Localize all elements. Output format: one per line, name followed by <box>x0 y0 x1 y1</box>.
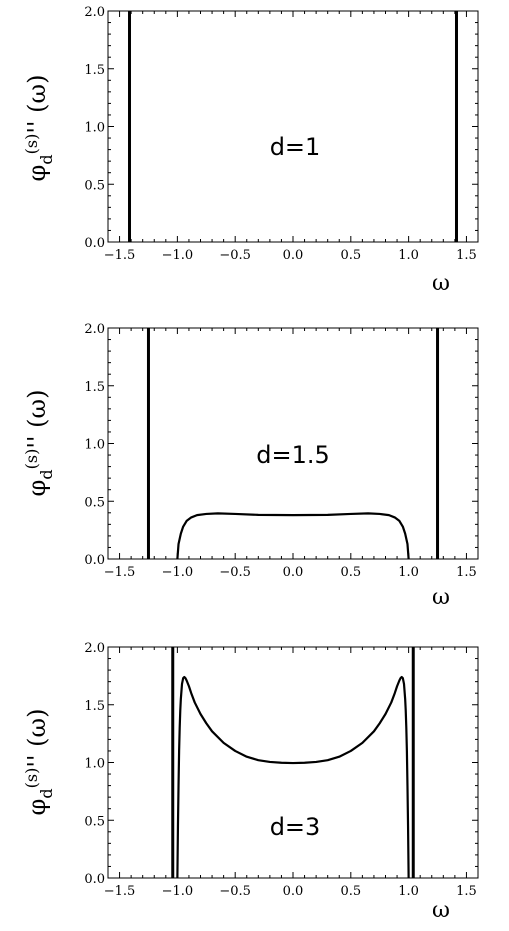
y-tick-label: 1.5 <box>84 380 105 395</box>
chart-panel-1: −1.5 −1.0 −0.5 0.0 0.5 1.0 1.5 0.0 0.5 1.0 1.5 2.0 d… <box>22 5 479 296</box>
y-axis-label: φd(s)'' (ω) <box>22 709 56 816</box>
y-tick-label: 0.0 <box>84 236 105 251</box>
x-tick-label: 1.5 <box>456 884 477 899</box>
y-tick-label: 2.0 <box>84 5 105 20</box>
y-axis-label: φd(s)'' (ω) <box>22 75 56 182</box>
y-tick-label: 2.0 <box>84 322 105 337</box>
y-tick-label: 0.5 <box>84 495 105 510</box>
x-tick-label: −1.5 <box>104 884 136 899</box>
x-tick-label: 0.0 <box>283 248 304 263</box>
y-tick-label: 0.0 <box>84 553 105 568</box>
y-tick-label: 2.0 <box>84 641 105 656</box>
y-tick-label: 1.5 <box>84 63 105 78</box>
x-tick-label: −1.0 <box>162 248 194 263</box>
chart-panel-2: −1.5 −1.0 −0.5 0.0 0.5 1.0 1.5 0.0 0.5 1.0 1.5 2.0 d… <box>22 322 479 610</box>
x-tick-label: 1.5 <box>456 565 477 580</box>
y-axis-label: φd(s)'' (ω) <box>22 390 56 497</box>
x-axis-label: ω <box>432 271 450 296</box>
y-tick-label: 1.0 <box>84 438 105 453</box>
x-tick-label: 1.0 <box>398 565 419 580</box>
x-tick-label: 0.5 <box>340 565 361 580</box>
x-tick-label: 1.5 <box>456 248 477 263</box>
x-tick-label: −1.0 <box>162 884 194 899</box>
y-tick-label: 0.0 <box>84 872 105 887</box>
x-tick-label: −0.5 <box>219 248 251 263</box>
y-tick-label: 0.5 <box>84 178 105 193</box>
x-tick-label: 0.5 <box>340 248 361 263</box>
chart-panel-3: −1.5 −1.0 −0.5 0.0 0.5 1.0 1.5 0.0 0.5 1.0 1.5 2.0 d… <box>22 641 479 923</box>
x-tick-label: −0.5 <box>219 884 251 899</box>
annotation-label: d=1 <box>270 133 321 161</box>
x-tick-label: 0.0 <box>283 884 304 899</box>
x-tick-label: −1.0 <box>162 565 194 580</box>
x-axis-label: ω <box>432 585 450 610</box>
series-line <box>176 675 410 879</box>
y-tick-label: 0.5 <box>84 814 105 829</box>
x-tick-label: 0.0 <box>283 565 304 580</box>
annotation-label: d=1.5 <box>256 441 330 469</box>
x-tick-label: 1.0 <box>398 884 419 899</box>
y-tick-label: 1.5 <box>84 699 105 714</box>
annotation-label: d=3 <box>270 813 321 841</box>
y-tick-label: 1.0 <box>84 121 105 136</box>
x-axis-label: ω <box>432 898 450 923</box>
x-tick-label: 1.0 <box>398 248 419 263</box>
x-tick-label: −1.5 <box>104 565 136 580</box>
plot-frame <box>107 10 479 243</box>
y-tick-label: 1.0 <box>84 757 105 772</box>
series-line <box>176 512 410 560</box>
x-tick-label: −0.5 <box>219 565 251 580</box>
x-tick-label: 0.5 <box>340 884 361 899</box>
x-tick-label: −1.5 <box>104 248 136 263</box>
